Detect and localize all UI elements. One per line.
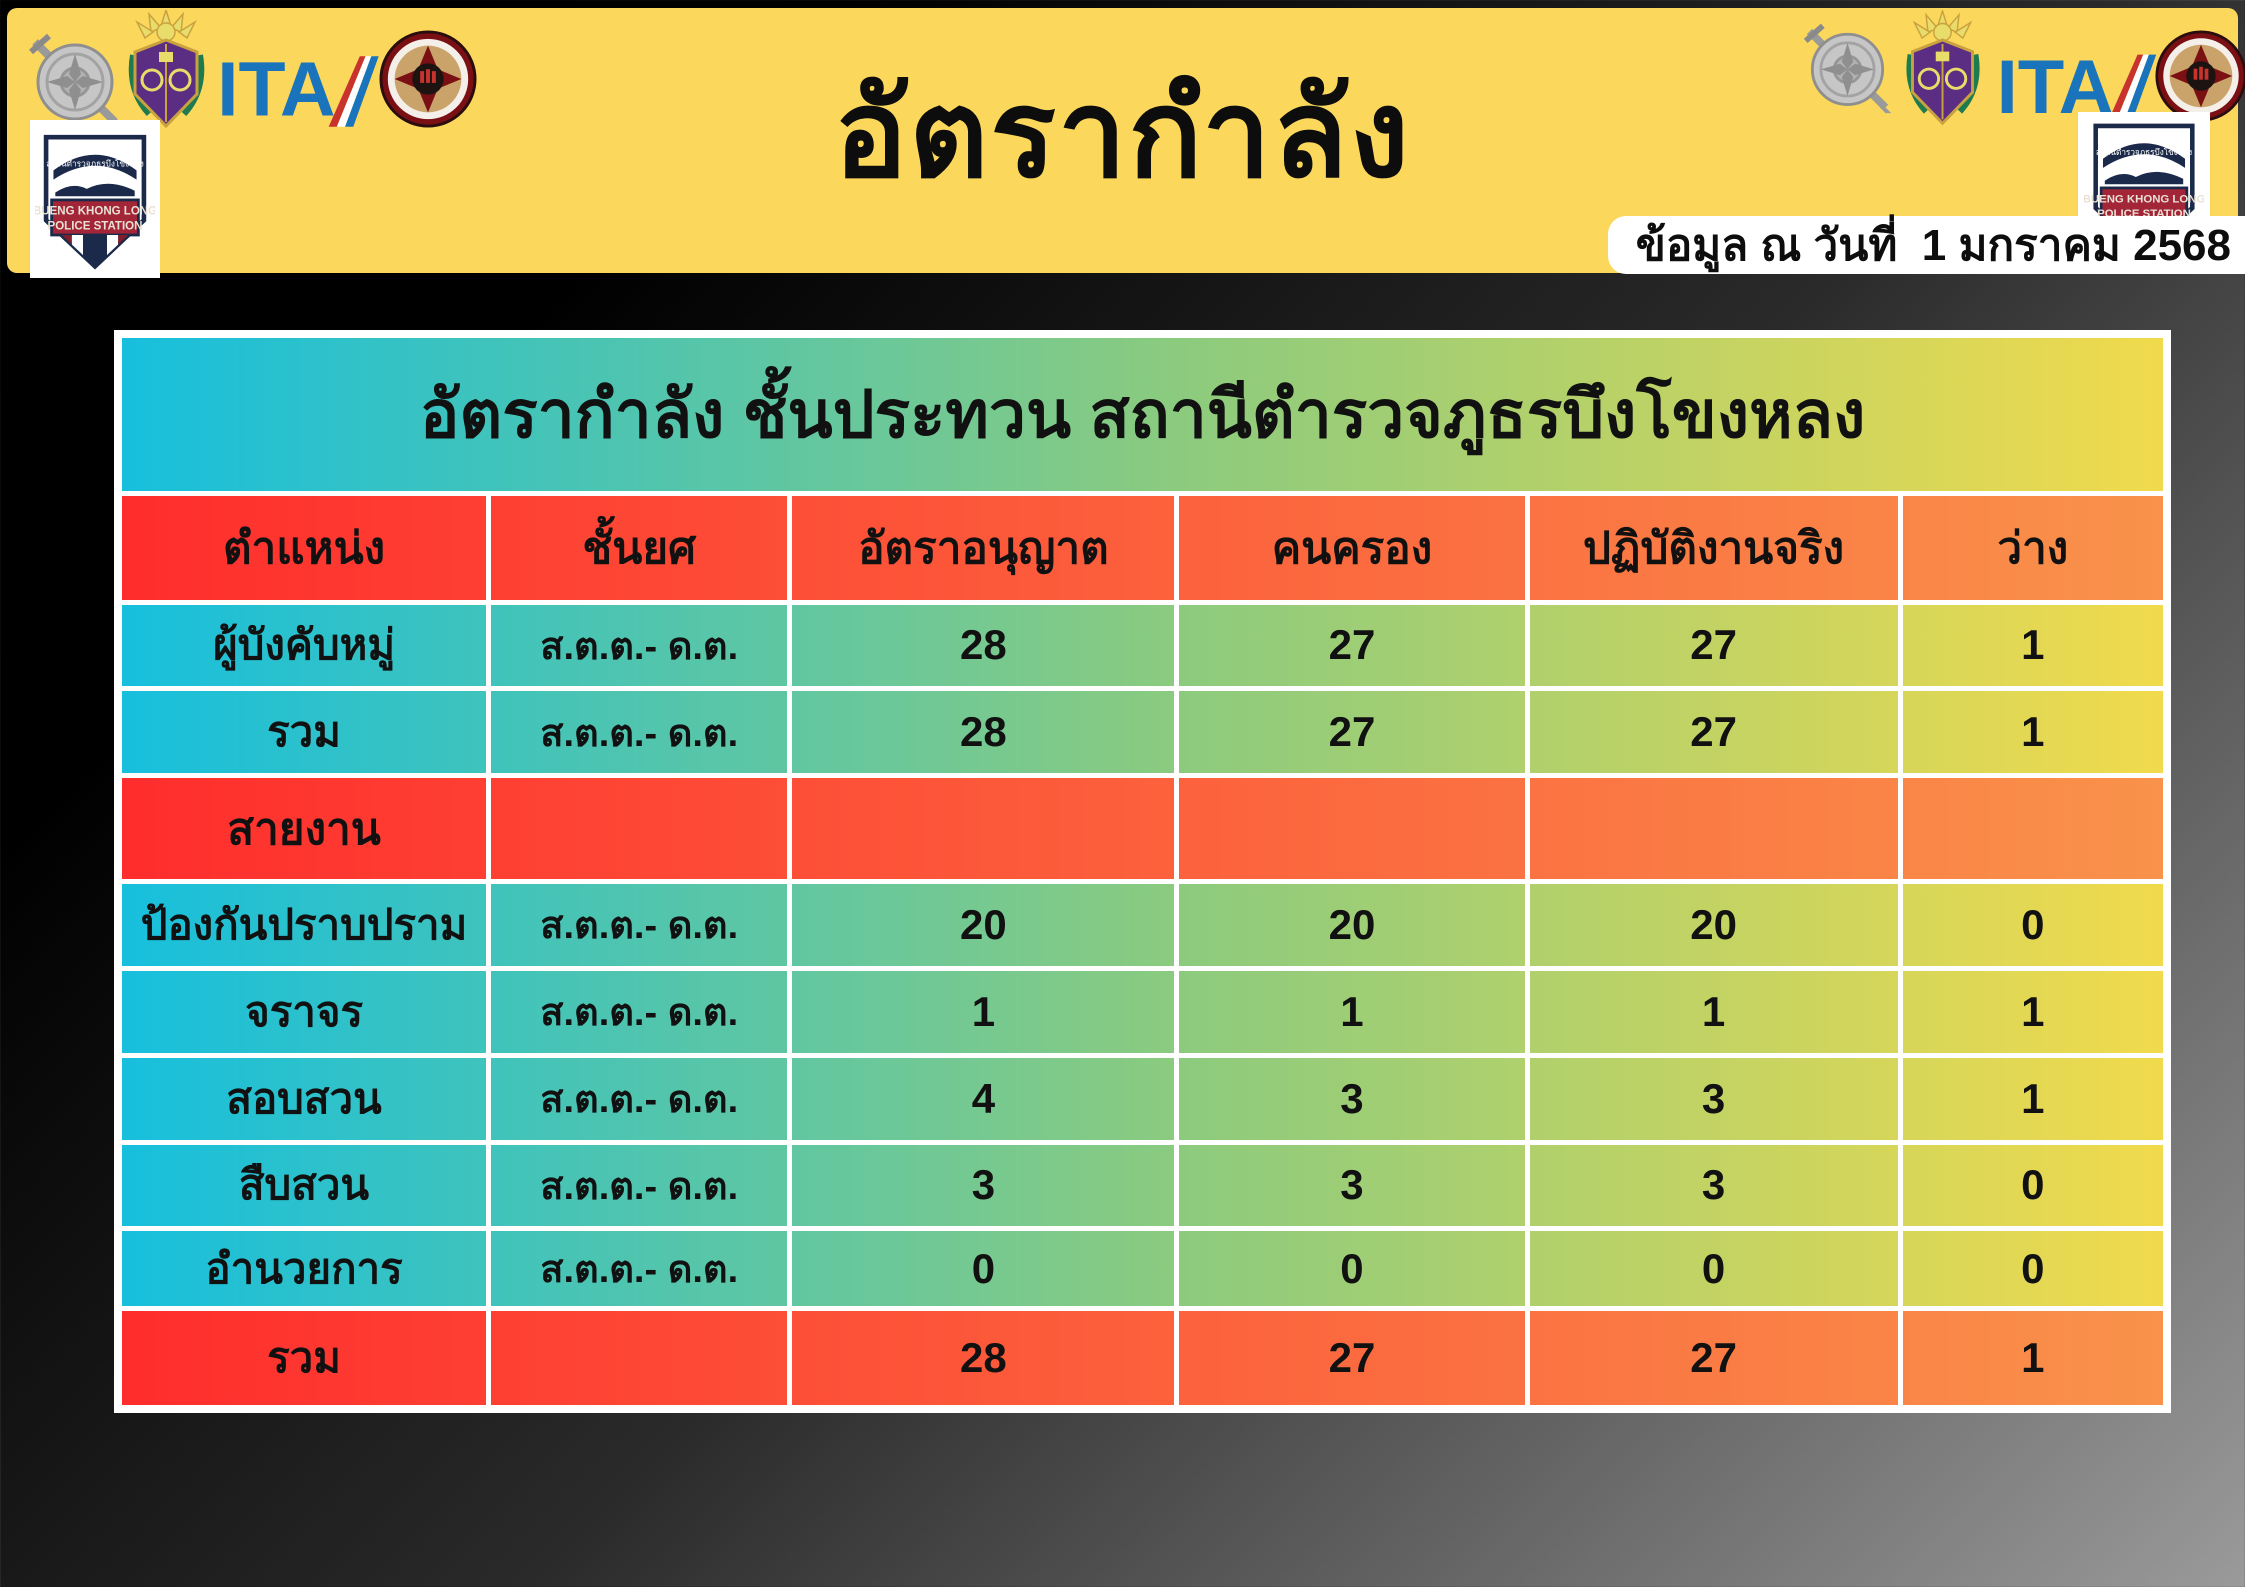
table-row: รวม ส.ต.ต.- ด.ต. 28 27 27 1	[122, 691, 2163, 774]
row-authorized: 28	[792, 604, 1180, 687]
badge-line1: BUENG KHONG LONG	[2084, 193, 2204, 205]
row-actual: 27	[1530, 604, 1903, 687]
row-occupied: 20	[1179, 883, 1530, 966]
row-vacant: 1	[2021, 621, 2045, 669]
row-actual: 20	[1530, 883, 1903, 966]
table-row: ผู้บังคับหมู่ ส.ต.ต.- ด.ต. 28 27 27 1	[122, 604, 2163, 687]
row-label: สอบสวน	[122, 1057, 492, 1140]
row-rank: ส.ต.ต.- ด.ต.	[491, 1231, 793, 1307]
table-section-row: สายงาน	[122, 778, 2163, 879]
row-rank: ส.ต.ต.- ด.ต.	[491, 691, 793, 774]
table-row: อำนวยการ ส.ต.ต.- ด.ต. 0 0 0 0	[122, 1231, 2163, 1307]
badge-line1: BUENG KHONG LONG	[35, 206, 155, 218]
header-cell-authorized: อัตราอนุญาต	[792, 495, 1180, 600]
ita-logo-left: ITA	[217, 48, 379, 130]
total-rank	[491, 1311, 793, 1406]
row-authorized: 0	[792, 1231, 1180, 1307]
total-actual: 27	[1530, 1311, 1903, 1406]
row-label: ป้องกันปราบปราม	[122, 883, 492, 966]
total-occupied: 27	[1179, 1311, 1530, 1406]
row-occupied: 0	[1179, 1231, 1530, 1307]
total-vacant: 1	[2021, 1334, 2045, 1382]
header-cell-vacant: ว่าง	[1997, 523, 2069, 573]
police-crest-icon-right	[1906, 10, 1980, 126]
badge-line2: POLICE STATION	[48, 220, 143, 232]
row-rank: ส.ต.ต.- ด.ต.	[491, 1057, 793, 1140]
row-actual: 3	[1530, 1057, 1903, 1140]
total-label: รวม	[122, 1311, 492, 1406]
row-authorized: 4	[792, 1057, 1180, 1140]
section-cell	[792, 778, 1180, 879]
table-row: สอบสวน ส.ต.ต.- ด.ต. 4 3 3 1	[122, 1057, 2163, 1140]
table-row: ป้องกันปราบปราม ส.ต.ต.- ด.ต. 20 20 20 0	[122, 883, 2163, 966]
row-label: ผู้บังคับหมู่	[122, 604, 492, 687]
provincial-seal-icon-left	[379, 30, 477, 128]
row-vacant: 1	[2021, 708, 2045, 756]
row-authorized: 3	[792, 1144, 1180, 1227]
section-label: สายงาน	[122, 778, 492, 879]
row-label: จราจร	[122, 970, 492, 1053]
row-rank: ส.ต.ต.- ด.ต.	[491, 883, 793, 966]
section-cell	[1179, 778, 1530, 879]
section-cell	[1903, 778, 2163, 879]
row-actual: 27	[1530, 691, 1903, 774]
section-cell	[1530, 778, 1903, 879]
sword-emblem-icon-right	[1803, 23, 1892, 114]
table-title: อัตรากำลัง ชั้นประทวน สถานีตำรวจภูธรบึงโ…	[122, 338, 2163, 491]
row-occupied: 3	[1179, 1057, 1530, 1140]
badge-thai-text: สถานีตำรวจภูธรบึงโขงหลง	[2096, 147, 2192, 158]
provincial-seal-icon-right	[2155, 30, 2245, 122]
sword-emblem-icon-left	[29, 33, 121, 128]
row-vacant: 0	[2021, 900, 2045, 948]
row-authorized: 20	[792, 883, 1180, 966]
staffing-table: อัตรากำลัง ชั้นประทวน สถานีตำรวจภูธรบึงโ…	[114, 330, 2171, 1413]
badge-thai-text: สถานีตำรวจภูธรบึงโขงหลง	[46, 159, 144, 170]
header-banner: อัตรากำลัง ITA	[7, 8, 2245, 273]
header-cell-rank: ชั้นยศ	[491, 495, 793, 600]
section-cell	[491, 778, 793, 879]
row-occupied: 27	[1179, 691, 1530, 774]
row-rank: ส.ต.ต.- ด.ต.	[491, 970, 793, 1053]
row-label: สืบสวน	[122, 1144, 492, 1227]
header-cell-position: ตำแหน่ง	[122, 495, 492, 600]
row-authorized: 28	[792, 691, 1180, 774]
row-occupied: 1	[1179, 970, 1530, 1053]
row-authorized: 1	[792, 970, 1180, 1053]
row-vacant: 0	[2021, 1161, 2045, 1209]
table-row: จราจร ส.ต.ต.- ด.ต. 1 1 1 1	[122, 970, 2163, 1053]
row-occupied: 3	[1179, 1144, 1530, 1227]
page-title: อัตรากำลัง	[833, 66, 1412, 202]
row-occupied: 27	[1179, 604, 1530, 687]
table-total-row: รวม 28 27 27 1	[122, 1311, 2163, 1406]
table-row: สืบสวน ส.ต.ต.- ด.ต. 3 3 3 0	[122, 1144, 2163, 1227]
row-actual: 1	[1530, 970, 1903, 1053]
row-vacant: 0	[2021, 1244, 2045, 1292]
row-vacant: 1	[2021, 1074, 2045, 1122]
row-label: อำนวยการ	[122, 1231, 492, 1307]
table-header-row: ตำแหน่ง ชั้นยศ อัตราอนุญาต คนครอง ปฏิบัต…	[122, 495, 2163, 600]
row-rank: ส.ต.ต.- ด.ต.	[491, 604, 793, 687]
row-label: รวม	[122, 691, 492, 774]
row-rank: ส.ต.ต.- ด.ต.	[491, 1144, 793, 1227]
total-authorized: 28	[792, 1311, 1180, 1406]
station-badge-left: สถานีตำรวจภูธรบึงโขงหลง BUENG KHONG LONG…	[30, 120, 160, 278]
police-crest-icon-left	[128, 10, 205, 129]
header-cell-occupied: คนครอง	[1179, 495, 1530, 600]
date-note: ข้อมูล ณ วันที่ 1 มกราคม 2568	[1607, 216, 2245, 274]
row-actual: 0	[1530, 1231, 1903, 1307]
ita-text: ITA	[217, 48, 335, 130]
header-cell-actual: ปฏิบัติงานจริง	[1530, 495, 1903, 600]
row-actual: 3	[1530, 1144, 1903, 1227]
row-vacant: 1	[2021, 987, 2045, 1035]
